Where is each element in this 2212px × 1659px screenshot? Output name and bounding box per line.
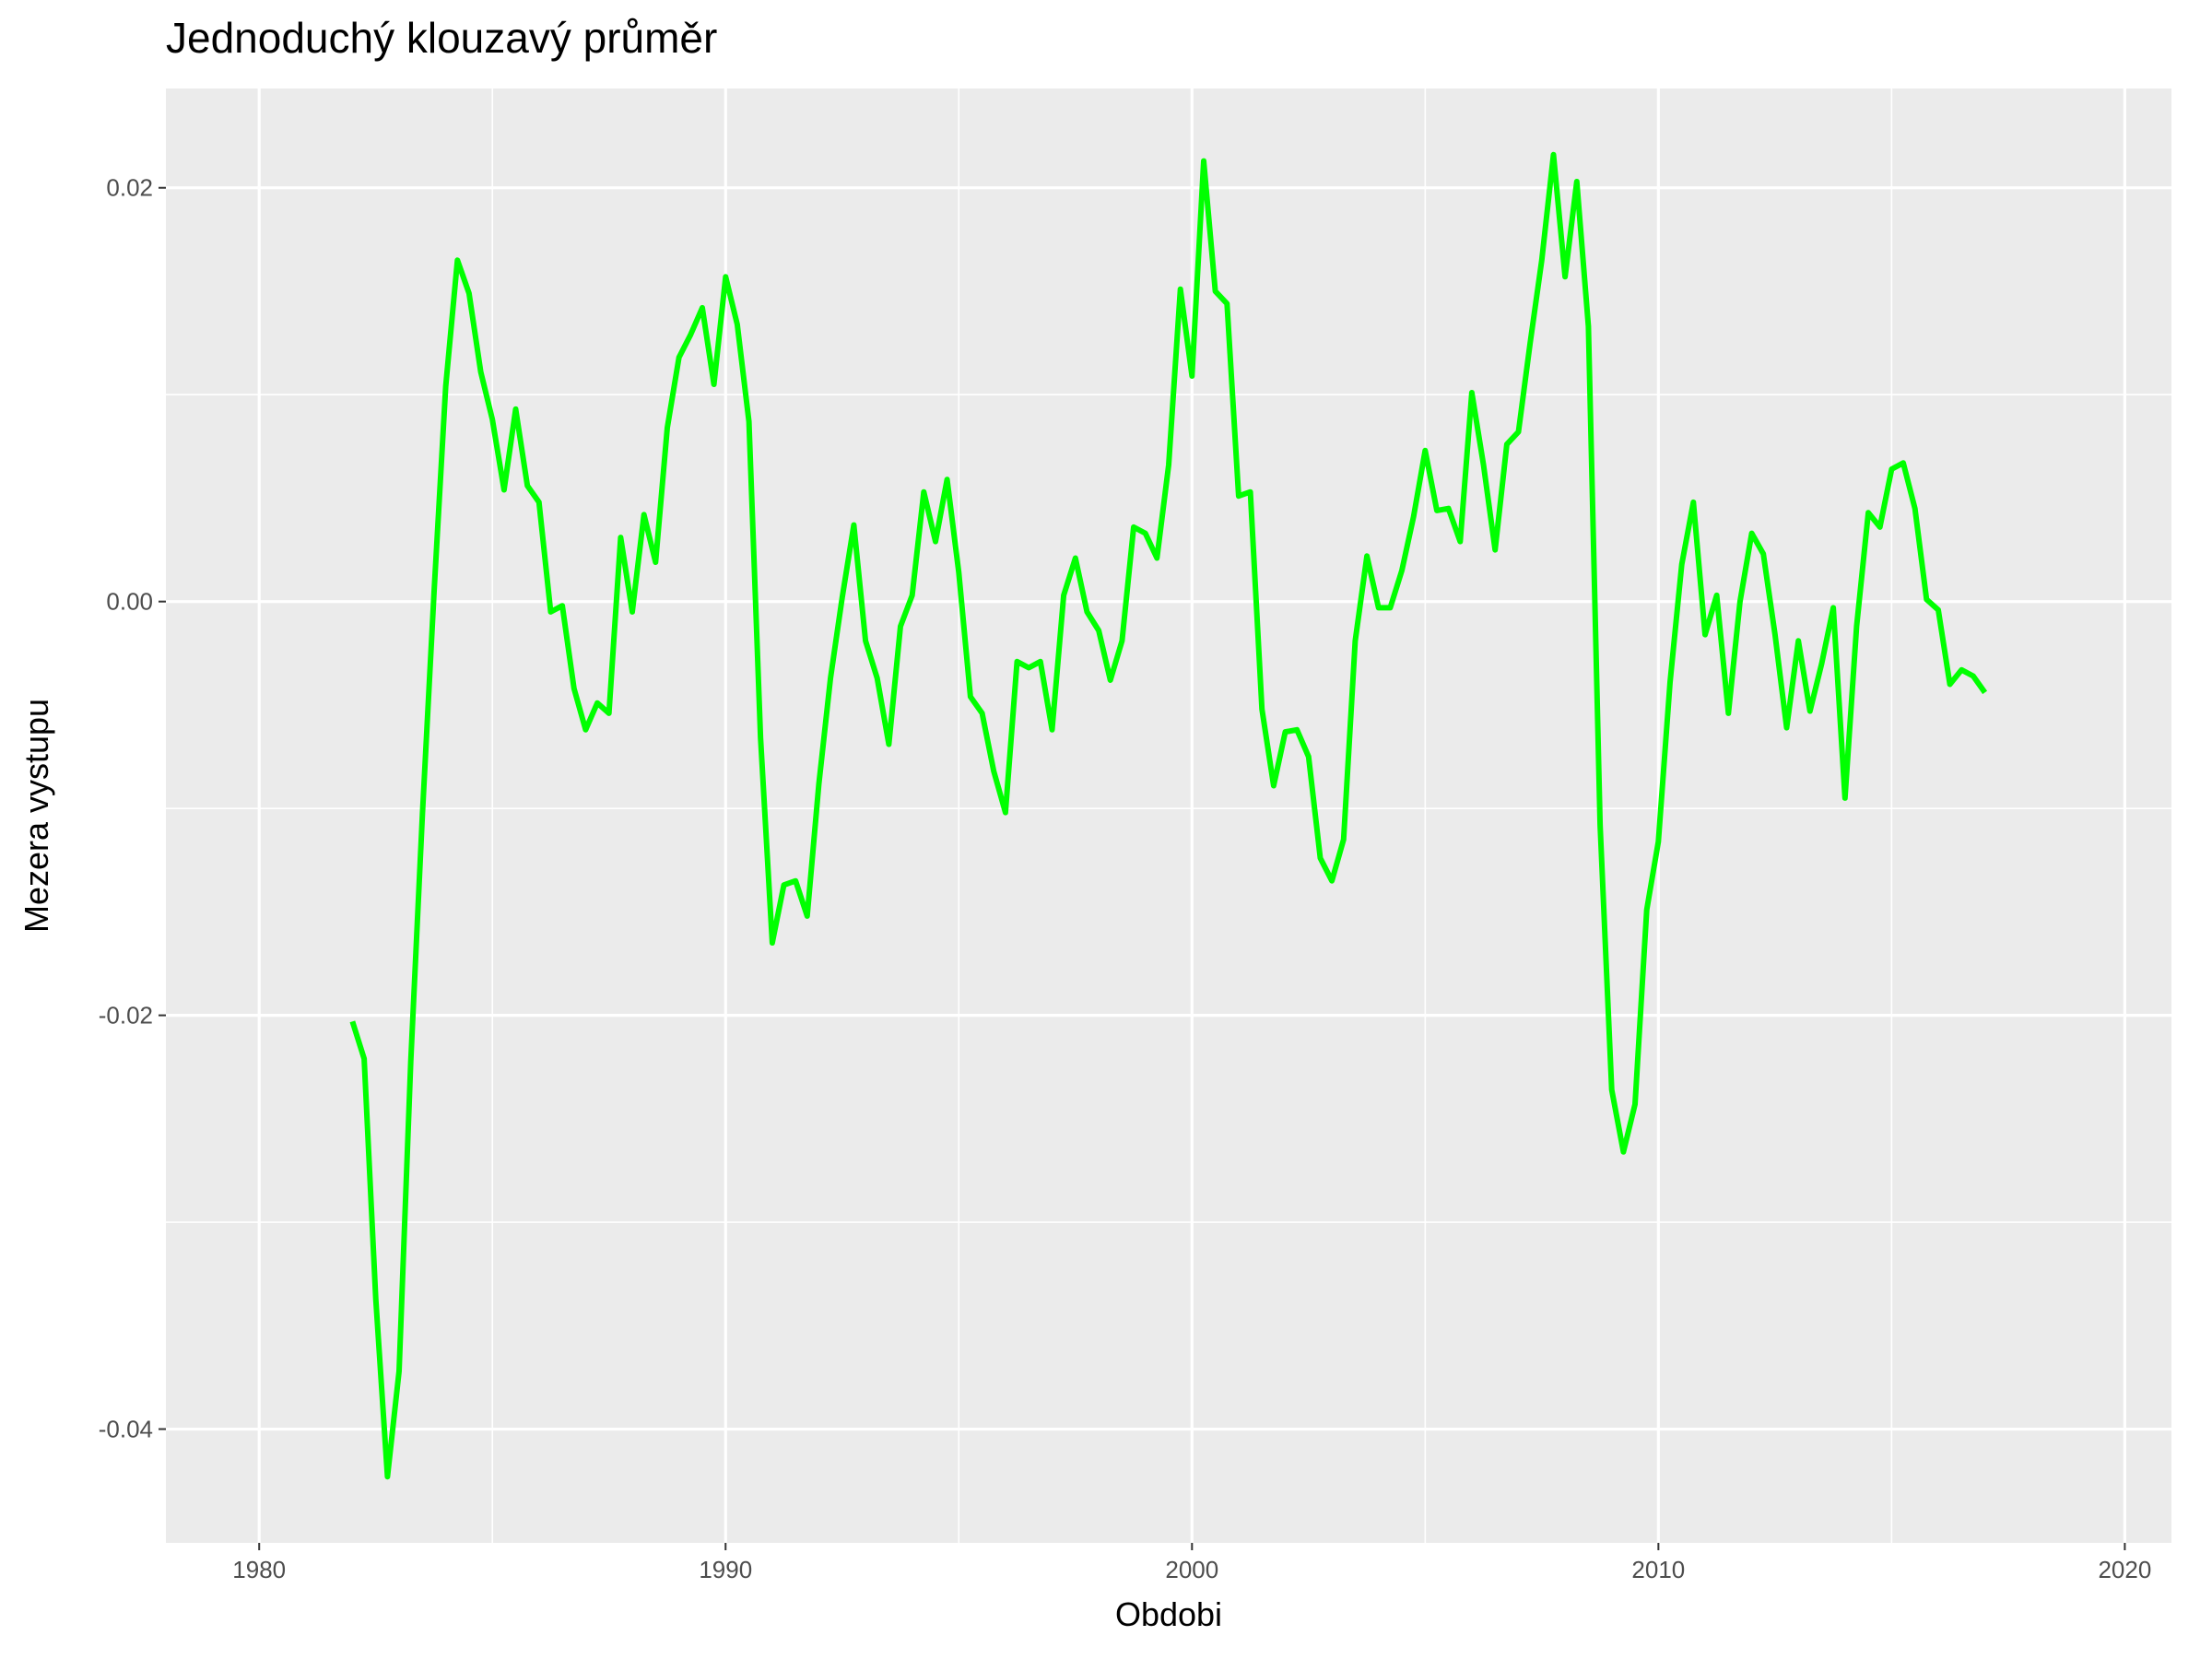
x-tick-label: 2010 bbox=[1631, 1556, 1685, 1583]
y-tick-label: 0.02 bbox=[106, 174, 153, 202]
series-line bbox=[349, 151, 1988, 1480]
x-tick-label: 1980 bbox=[232, 1556, 286, 1583]
x-axis-title: Obdobi bbox=[1115, 1595, 1222, 1633]
chart-title: Jednoduchý klouzavý průměr bbox=[166, 14, 718, 62]
grid-minor bbox=[166, 88, 2171, 1543]
plot-panel bbox=[166, 88, 2171, 1543]
y-axis: -0.04 -0.02 0.00 0.02 bbox=[99, 174, 166, 1443]
y-tick-label: -0.02 bbox=[99, 1002, 153, 1030]
x-tick-label: 1990 bbox=[699, 1556, 752, 1583]
y-axis-title: Mezera vystupu bbox=[18, 699, 55, 933]
x-tick-label: 2000 bbox=[1165, 1556, 1218, 1583]
x-axis: 1980 1990 2000 2010 2020 bbox=[232, 1543, 2151, 1583]
y-tick-label: 0.00 bbox=[106, 588, 153, 616]
y-tick-label: -0.04 bbox=[99, 1416, 153, 1443]
series-layer bbox=[349, 151, 1988, 1480]
x-tick-label: 2020 bbox=[2098, 1556, 2151, 1583]
